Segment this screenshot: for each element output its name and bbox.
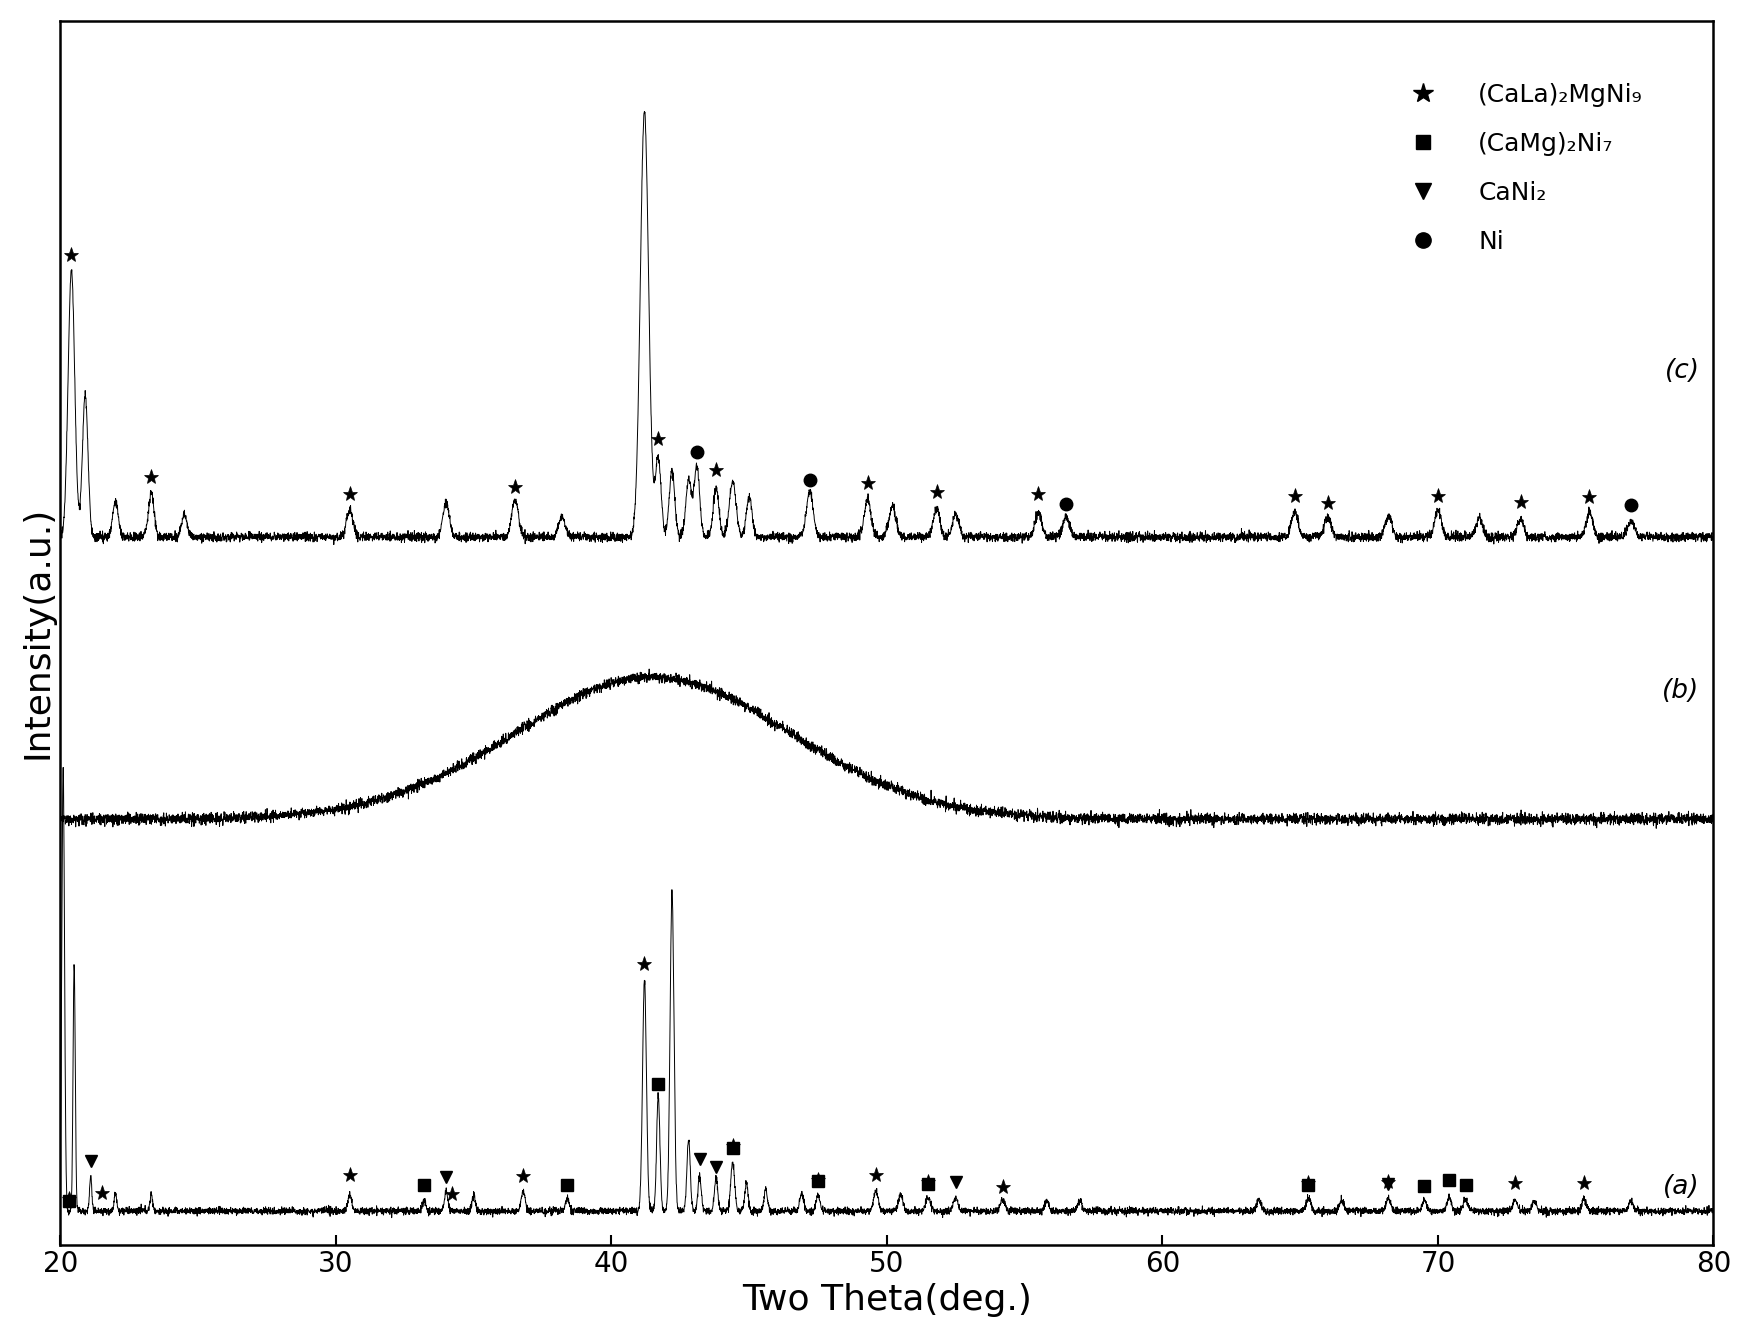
Text: (b): (b) (1663, 678, 1699, 704)
Legend: (CaLa)₂MgNi₉, (CaMg)₂Ni₇, CaNi₂, Ni: (CaLa)₂MgNi₉, (CaMg)₂Ni₇, CaNi₂, Ni (1374, 58, 1668, 278)
X-axis label: Two Theta(deg.): Two Theta(deg.) (743, 1283, 1032, 1317)
Y-axis label: Intensity(a.u.): Intensity(a.u.) (21, 506, 54, 760)
Text: (a): (a) (1663, 1175, 1699, 1200)
Text: (c): (c) (1664, 359, 1699, 384)
